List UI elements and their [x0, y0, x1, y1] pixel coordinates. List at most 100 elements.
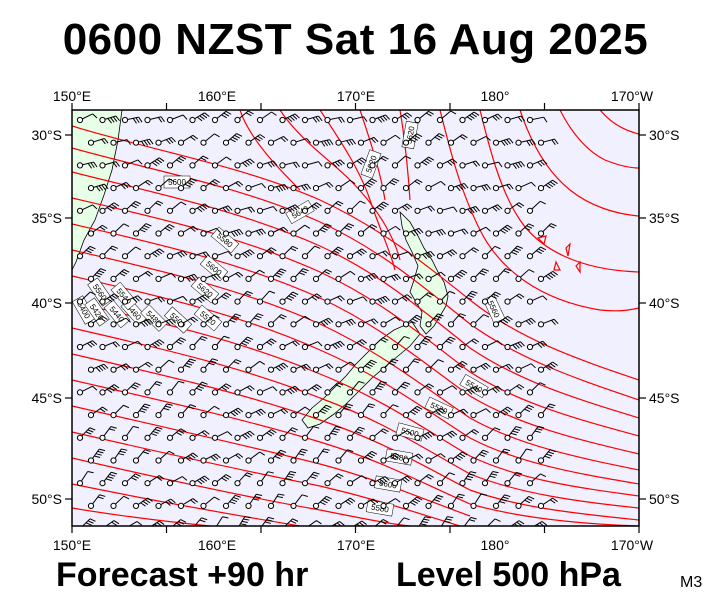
wind-barb	[76, 291, 96, 305]
wind-barb	[155, 318, 176, 328]
wind-barb	[100, 520, 120, 526]
wind-barb	[492, 268, 512, 282]
wind-barb	[436, 472, 456, 487]
wind-barb	[492, 448, 511, 464]
wind-barb	[166, 114, 188, 124]
australia-coast	[72, 110, 123, 271]
wind-barb	[402, 227, 424, 237]
wind-barb	[177, 178, 197, 192]
lat-ticks-left	[65, 134, 72, 500]
wind-barb	[335, 138, 356, 146]
wind-barb	[279, 471, 297, 487]
wind-barb	[267, 449, 287, 464]
wind-barb	[312, 495, 332, 509]
wind-barb	[369, 155, 389, 169]
wind-barb	[279, 245, 299, 260]
wind-barb	[483, 518, 501, 526]
wind-barb	[166, 337, 187, 351]
wind-barb	[481, 340, 503, 351]
wind-barb	[324, 425, 342, 441]
wind-barb	[414, 292, 434, 305]
wind-barb	[459, 290, 478, 305]
wind-barb	[279, 427, 298, 441]
wind-barb	[346, 339, 367, 351]
wind-barb	[324, 116, 345, 124]
wind-barb	[537, 138, 559, 146]
wind-barb	[234, 206, 255, 214]
wind-barb	[234, 110, 254, 124]
model-code-label: M3	[680, 574, 703, 591]
wind-barb	[537, 179, 558, 192]
wind-barb	[121, 425, 140, 441]
wind-barb	[346, 381, 365, 396]
wind-barb	[189, 251, 210, 260]
wind-barb	[436, 158, 458, 169]
wind-barb	[312, 448, 330, 464]
wind-barb	[425, 228, 446, 237]
wind-barb	[515, 495, 535, 509]
wind-barb	[357, 224, 378, 237]
wind-barb	[504, 426, 522, 441]
wind-barb	[267, 135, 289, 146]
wind-barb	[144, 116, 165, 124]
wind-barb	[357, 178, 378, 192]
wind-barb	[402, 179, 423, 192]
wind-barb	[301, 426, 320, 441]
wind-barb	[211, 335, 230, 351]
wind-barb	[110, 269, 130, 282]
wind-barb	[504, 115, 525, 124]
wind-barb	[200, 314, 220, 328]
wind-barb	[492, 406, 513, 419]
wind-barb	[144, 296, 165, 305]
wind-barb	[470, 408, 491, 419]
wind-barb	[76, 245, 96, 260]
wind-barb	[121, 340, 143, 351]
wind-barb	[504, 341, 525, 351]
wind-barb	[245, 360, 266, 373]
wind-barb	[132, 223, 152, 237]
lon-label: 180°	[481, 537, 510, 553]
wind-barb	[402, 314, 423, 328]
wind-barb	[470, 184, 491, 192]
wind-barb	[132, 361, 153, 373]
wind-barb	[211, 205, 233, 214]
lon-label: 170°E	[337, 88, 375, 104]
wind-barb	[357, 318, 379, 328]
wind-barb	[526, 200, 546, 214]
wind-barb	[290, 406, 311, 419]
wind-barb	[99, 384, 120, 396]
wind-barb	[436, 110, 457, 124]
wind-barb	[222, 359, 242, 373]
wind-barb	[177, 452, 198, 464]
wind-barb	[301, 293, 322, 305]
wind-barb	[492, 363, 514, 373]
wind-barb	[256, 471, 274, 487]
wind-barb	[279, 161, 300, 169]
wind-barb	[447, 269, 468, 282]
lat-label: 45°S	[649, 390, 680, 406]
wind-barb	[526, 382, 546, 396]
wind-barb	[166, 428, 187, 441]
page-title: 0600 NZST Sat 16 Aug 2025	[62, 15, 649, 64]
wind-barb	[76, 113, 98, 124]
wind-barb	[245, 451, 266, 464]
wind-barb	[436, 290, 456, 305]
wind-barb	[369, 250, 390, 260]
wind-barb	[211, 110, 232, 124]
wind-barb	[301, 341, 323, 351]
wind-barb	[324, 340, 345, 351]
wind-barb	[155, 178, 175, 192]
wind-barb	[99, 202, 120, 214]
wind-barb	[526, 340, 548, 351]
wind-barb	[256, 247, 277, 260]
wind-barb	[335, 318, 356, 328]
wind-barb	[290, 448, 308, 464]
wind-barb	[222, 494, 241, 509]
wind-barb	[200, 273, 221, 282]
wind-barb	[144, 426, 163, 441]
wind-barb	[537, 318, 559, 328]
wind-barb	[267, 268, 287, 282]
wind-barb	[189, 335, 208, 351]
wind-barb	[290, 183, 311, 192]
